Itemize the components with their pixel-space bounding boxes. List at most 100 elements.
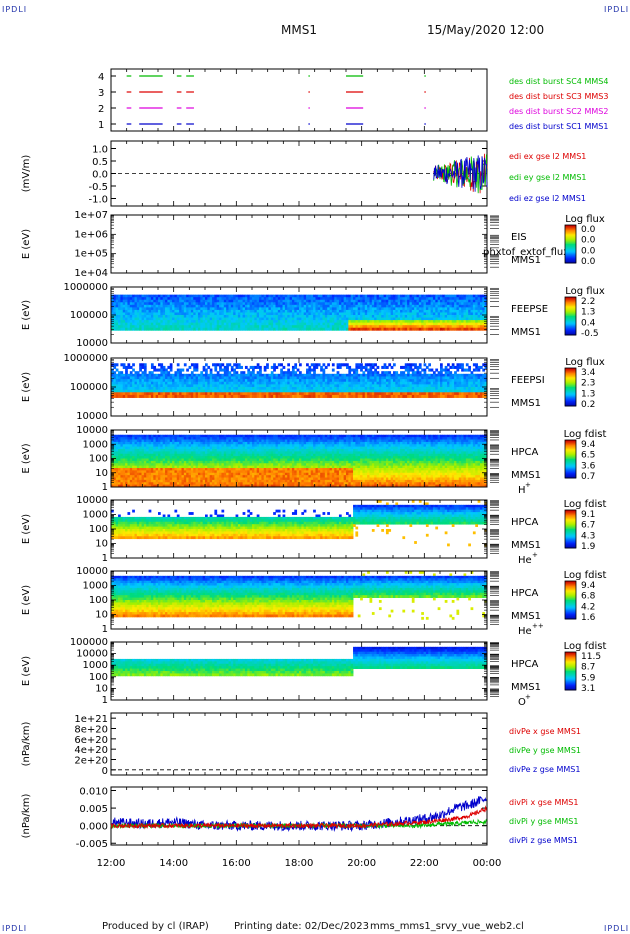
hpca-h-cell — [132, 460, 135, 464]
feeps-e-cell — [235, 294, 239, 298]
feeps-i-cell — [322, 389, 326, 393]
feeps-i-cell — [343, 381, 347, 385]
feeps-i-cell — [369, 381, 373, 385]
feeps-e-cell — [458, 322, 462, 326]
feeps-i-cell — [153, 392, 157, 396]
hpca-h-cell — [111, 465, 114, 469]
feeps-i-cell — [226, 368, 229, 372]
feeps-e-cell — [411, 315, 415, 318]
hpca-h-cell — [134, 434, 138, 438]
feeps-e-cell — [228, 294, 232, 298]
feeps-i-cell — [444, 368, 448, 372]
feeps-i-cell — [160, 376, 164, 380]
edi-ylabel: (mV/m) — [21, 155, 32, 193]
feeps-i-cell — [190, 379, 194, 383]
feeps-e-cell — [273, 312, 276, 316]
feeps-e-cell — [329, 312, 333, 316]
hpca-h-cell — [122, 458, 126, 462]
feeps-e-cell — [127, 315, 131, 318]
hpca-h-cell — [122, 470, 126, 474]
feeps-e-cell — [228, 322, 232, 326]
feeps-e-cell — [454, 309, 457, 313]
feeps-e-cell — [477, 309, 481, 313]
feeps-i-cell — [240, 392, 243, 396]
feeps-e-cell — [329, 309, 333, 313]
feeps-i-cell — [303, 392, 307, 396]
feeps-i-cell — [364, 368, 368, 372]
feeps-i-cell — [322, 371, 326, 375]
feeps-e-cell — [125, 320, 128, 324]
hpca-h-cell — [139, 456, 142, 459]
feeps-e-cell — [256, 299, 260, 303]
feeps-e-cell — [324, 325, 328, 329]
feeps-i-cell — [310, 376, 314, 380]
feeps-i-cell — [266, 363, 269, 367]
feeps-i-cell — [176, 387, 180, 391]
feeps-e-cell — [122, 297, 126, 301]
feeps-i-cell — [165, 373, 168, 377]
feeps-i-cell — [477, 389, 481, 393]
feeps-e-cell — [378, 304, 382, 308]
feeps-i-cell — [334, 379, 337, 383]
feeps-e-cell — [167, 304, 171, 308]
feeps-i-cell — [143, 365, 147, 369]
feeps-i-cell — [357, 392, 361, 396]
feeps-i-cell — [136, 381, 140, 385]
feeps-i-cell — [174, 394, 178, 398]
hpca-h-cell — [146, 458, 149, 462]
hpca-h-cell — [125, 482, 128, 486]
hpca-h-cell — [125, 472, 128, 476]
feeps-e-cell — [200, 315, 204, 318]
feeps-i-cell — [482, 387, 486, 391]
feeps-i-cell — [360, 394, 363, 398]
feeps-e-cell — [301, 317, 305, 321]
feeps-e-cell — [315, 322, 319, 326]
feeps-i-cell — [374, 387, 377, 391]
feeps-e-cell — [214, 320, 218, 324]
feeps-e-cell — [139, 299, 142, 303]
feeps-e-cell — [146, 325, 149, 329]
feeps-i-cell — [202, 394, 206, 398]
feeps-e-cell — [299, 325, 302, 329]
feeps-i-cell — [249, 394, 253, 398]
feeps-i-cell — [129, 389, 133, 393]
hpca-h-cell — [127, 456, 131, 459]
feeps-i-cell — [414, 389, 417, 393]
feeps-e-cell — [259, 309, 262, 313]
feeps-i-cell — [364, 373, 368, 377]
feeps-i-cell — [383, 384, 387, 388]
feeps-i-cell — [477, 387, 481, 391]
feeps-e-cell — [353, 312, 356, 316]
feeps-e-cell — [183, 322, 187, 326]
feeps-i-cell — [461, 389, 464, 393]
feeps-e-cell — [296, 307, 300, 311]
feeps-i-cell — [228, 363, 232, 367]
feeps-e-cell — [193, 325, 196, 329]
feeps-i-cell — [324, 373, 328, 377]
feeps-i-cell — [371, 392, 375, 396]
feeps-i-cell — [360, 368, 363, 372]
feeps-i-cell — [155, 392, 159, 396]
feeps-i-cell — [479, 392, 483, 396]
feeps-e-cell — [254, 312, 258, 316]
eis-colorbar-cell — [565, 225, 576, 227]
feeps-e-cell — [195, 312, 199, 316]
hpca-h-cell — [118, 484, 121, 488]
feeps-e-cell — [395, 302, 399, 306]
feeps-e-cell — [357, 315, 361, 318]
feeps-e-cell — [376, 294, 380, 298]
feeps-e-cell — [320, 309, 323, 313]
feeps-e-cell — [240, 302, 243, 306]
feeps-e-cell — [132, 309, 135, 313]
feeps-e-cell — [430, 302, 434, 306]
feeps-i-cell — [395, 387, 399, 391]
feeps-e-cell — [256, 327, 260, 331]
feeps-e-cell — [244, 297, 248, 301]
feeps-e-cell — [320, 312, 323, 316]
hpca-h-cell — [111, 434, 114, 438]
feeps-i-cell — [378, 394, 382, 398]
feeps-i-cell — [367, 363, 370, 367]
feeps-i-cell — [404, 384, 408, 388]
feeps-e-cell — [360, 322, 363, 326]
feeps-e-cell — [397, 315, 401, 318]
